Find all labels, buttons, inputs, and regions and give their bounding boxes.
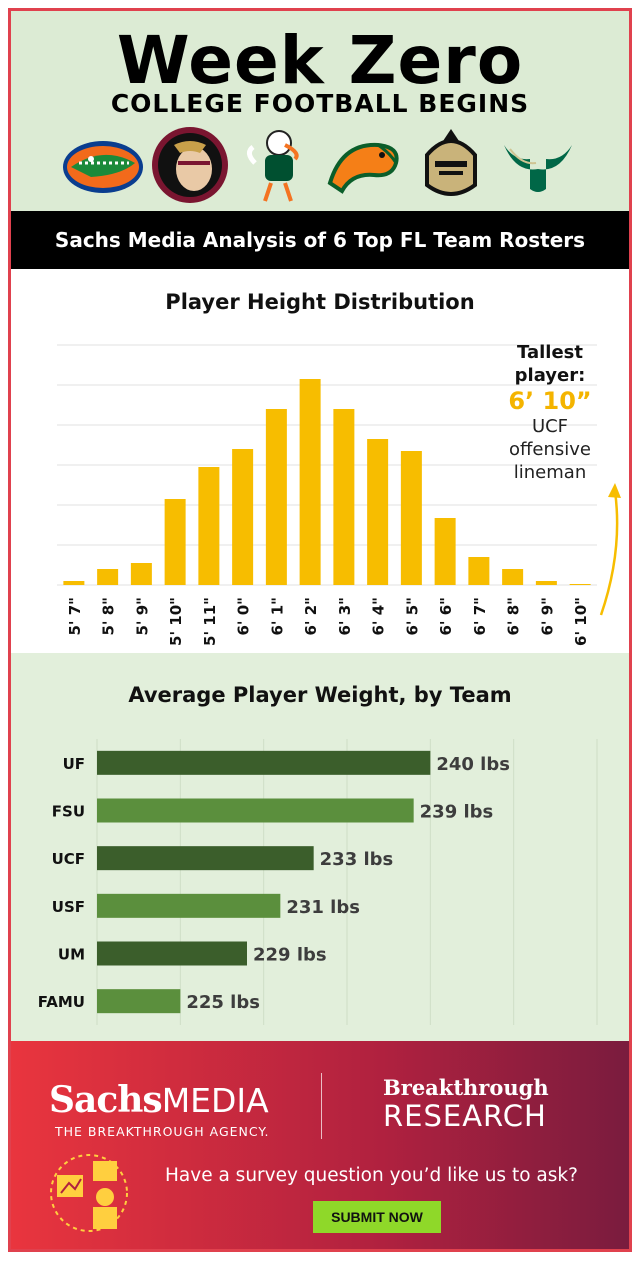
weight-category-label: UCF bbox=[52, 850, 85, 868]
height-tick-label: 6' 6" bbox=[437, 597, 455, 636]
height-bar bbox=[97, 569, 119, 585]
height-tick-label: 6' 10" bbox=[572, 597, 590, 646]
height-bar bbox=[198, 467, 220, 585]
weight-bar bbox=[97, 989, 181, 1014]
weight-bar bbox=[97, 941, 247, 966]
infographic-frame: Week Zero COLLEGE FOOTBALL BEGINS bbox=[8, 8, 632, 1252]
breakthrough-label: Breakthrough bbox=[383, 1075, 549, 1100]
weight-bar bbox=[97, 846, 314, 871]
height-tick-label: 6' 9" bbox=[538, 597, 556, 636]
height-distribution-chart: 5' 7" 5' 8" 5' 9" 5' 10" 5' 11" 6' 0" 6' 1" 6' … bbox=[57, 344, 621, 646]
tagline: THE BREAKTHROUGH AGENCY. bbox=[55, 1124, 270, 1139]
callout-arrowhead bbox=[608, 483, 621, 498]
height-tick-label: 5' 10" bbox=[167, 597, 185, 646]
survey-icon bbox=[50, 1154, 128, 1232]
height-tick-label: 6' 2" bbox=[302, 597, 320, 636]
weight-value-label: 240 lbs bbox=[436, 754, 510, 775]
rattler-logo bbox=[327, 142, 399, 194]
callout-desc-3: lineman bbox=[513, 462, 587, 483]
callout-height: 6’ 10” bbox=[508, 387, 592, 415]
weight-category-label: FSU bbox=[52, 803, 85, 821]
height-tick-label: 6' 7" bbox=[471, 597, 489, 636]
height-tick-label: 6' 8" bbox=[505, 597, 523, 636]
height-bar bbox=[535, 581, 557, 585]
height-tick-label: 6' 5" bbox=[403, 597, 421, 636]
bull-horns-logo bbox=[504, 145, 572, 192]
knight-logo bbox=[425, 129, 477, 196]
height-tick-label: 6' 0" bbox=[235, 597, 253, 636]
height-chart-title: Player Height Distribution bbox=[165, 290, 475, 314]
callout-desc-1: UCF bbox=[531, 416, 569, 437]
survey-question: Have a survey question you’d like us to … bbox=[165, 1165, 578, 1186]
research-label: RESEARCH bbox=[383, 1099, 547, 1133]
height-bar bbox=[569, 584, 591, 585]
callout-line-2: player: bbox=[514, 365, 586, 386]
tallest-player-callout: Tallest player: 6’ 10” UCF offensive lin… bbox=[487, 341, 613, 484]
height-bar bbox=[232, 449, 254, 585]
height-bar bbox=[434, 518, 456, 585]
weight-category-label: UF bbox=[63, 755, 85, 773]
gator-logo bbox=[63, 141, 143, 193]
divider bbox=[321, 1073, 322, 1139]
callout-line-1: Tallest bbox=[517, 342, 583, 363]
height-tick-label: 6' 3" bbox=[336, 597, 354, 636]
weight-value-label: 225 lbs bbox=[186, 992, 260, 1013]
footer: SachsMEDIA THE BREAKTHROUGH AGENCY. Brea… bbox=[11, 1041, 629, 1249]
height-tick-label: 5' 9" bbox=[133, 597, 151, 636]
height-bar bbox=[164, 499, 186, 585]
height-tick-label: 5' 8" bbox=[100, 597, 118, 636]
header: Week Zero COLLEGE FOOTBALL BEGINS bbox=[11, 11, 629, 211]
brand-sachs: Sachs bbox=[49, 1079, 163, 1121]
height-tick-label: 6' 4" bbox=[370, 597, 388, 636]
weight-bar bbox=[97, 798, 414, 823]
weight-bar bbox=[97, 893, 281, 918]
banner: Sachs Media Analysis of 6 Top FL Team Ro… bbox=[11, 211, 629, 269]
seminole-logo bbox=[152, 127, 228, 203]
weight-section: Average Player Weight, by Team UF 240 lbs… bbox=[11, 653, 629, 1043]
height-bar bbox=[367, 439, 389, 585]
callout-desc-2: offensive bbox=[508, 439, 591, 460]
page-title: Week Zero bbox=[116, 22, 524, 99]
height-tick-label: 5' 11" bbox=[201, 597, 219, 646]
weight-value-label: 239 lbs bbox=[420, 802, 494, 823]
weight-chart-title: Average Player Weight, by Team bbox=[128, 683, 512, 707]
height-tick-label: 6' 1" bbox=[268, 597, 286, 636]
height-bar bbox=[468, 557, 490, 585]
page-subtitle: COLLEGE FOOTBALL BEGINS bbox=[110, 89, 530, 118]
weight-category-label: FAMU bbox=[38, 993, 85, 1011]
weight-value-label: 231 lbs bbox=[286, 897, 360, 918]
height-bar bbox=[333, 409, 355, 585]
height-tick-label: 5' 7" bbox=[66, 597, 84, 636]
height-bar bbox=[265, 409, 287, 585]
weight-category-label: UM bbox=[58, 946, 85, 964]
height-bar bbox=[299, 379, 321, 585]
height-bar bbox=[502, 569, 524, 585]
height-bar bbox=[400, 451, 422, 585]
submit-now-button[interactable]: SUBMIT NOW bbox=[313, 1201, 441, 1233]
height-bar bbox=[63, 581, 85, 585]
weight-bar bbox=[97, 750, 431, 775]
hurricane-ibis-logo bbox=[247, 130, 299, 202]
height-bar bbox=[130, 563, 152, 585]
callout-arrow bbox=[599, 490, 619, 616]
weight-value-label: 229 lbs bbox=[253, 945, 327, 966]
brand-media: MEDIA bbox=[161, 1081, 269, 1120]
team-logos bbox=[61, 123, 581, 207]
weight-category-label: USF bbox=[52, 898, 85, 916]
weight-value-label: 233 lbs bbox=[320, 849, 394, 870]
sachs-media-logo: SachsMEDIA bbox=[49, 1079, 269, 1121]
weight-by-team-chart: UF 240 lbs FSU 239 lbs UCF 233 lbs USF 231 lbs U… bbox=[38, 739, 598, 1025]
